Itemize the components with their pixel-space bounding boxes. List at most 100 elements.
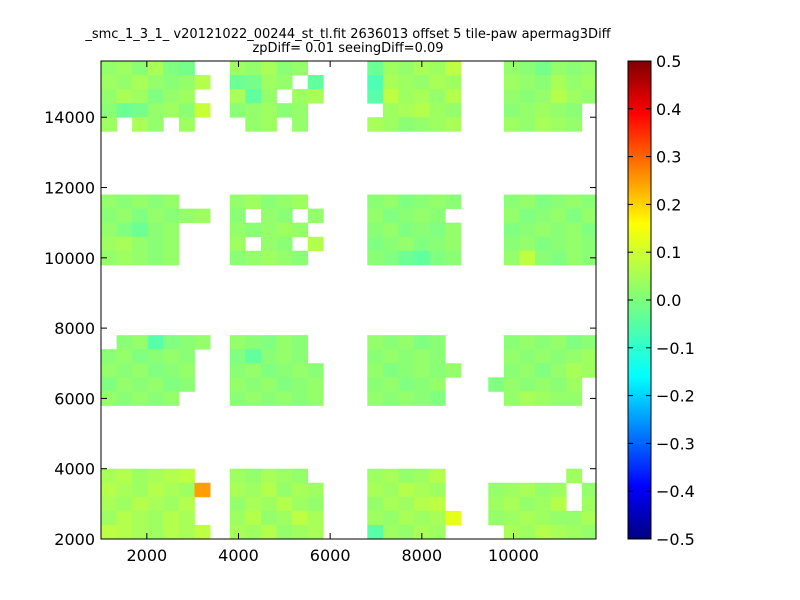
heatmap-cell [178,75,195,90]
heatmap-cell [260,335,277,350]
heatmap-cell [367,468,384,484]
heatmap-cell [101,496,117,512]
heatmap-cell [163,510,180,526]
heatmap-cell [519,208,536,224]
heatmap-cell [414,391,431,406]
heatmap-cell [147,89,164,104]
heatmap-cell [229,208,246,224]
heatmap-cell [488,482,505,498]
heatmap-cell [566,377,583,392]
colorbar-tick-label: −0.1 [656,339,695,358]
heatmap-cell [147,75,164,90]
heatmap-cell [101,482,117,498]
heatmap-cell [398,335,415,350]
heatmap-cell [581,194,596,210]
heatmap-cell [398,377,415,392]
heatmap-cell [429,510,446,526]
heatmap-cell [147,524,164,539]
heatmap-cell [132,468,149,484]
chart-title-line-1: _smc_1_3_1_ v20121022_00244_st_tl.fit 26… [84,27,611,42]
heatmap-cell [116,335,133,350]
heatmap-cell [178,349,195,364]
heatmap-cell [429,117,446,132]
heatmap-cell [292,89,309,104]
heatmap-cell [367,349,384,364]
colorbar-tick-label: −0.4 [656,482,695,501]
heatmap-cell [163,335,180,350]
heatmap-cell [503,194,520,210]
heatmap-cell [132,349,149,364]
heatmap-cell [276,236,293,252]
heatmap-cell [414,510,431,526]
heatmap-cell [566,208,583,224]
heatmap-cell [535,236,552,252]
heatmap-cell [276,496,293,512]
heatmap-cell [488,510,505,526]
heatmap-cell [276,335,293,350]
heatmap-cell [147,250,164,266]
heatmap-cell [276,61,293,76]
heatmap-cell [307,510,324,526]
heatmap-cell [367,524,384,539]
heatmap-cell [292,482,309,498]
heatmap-cell [292,468,309,484]
heatmap-cell [581,349,596,364]
heatmap-cell [414,89,431,104]
heatmap-cell [132,377,149,392]
heatmap-cell [581,510,596,526]
heatmap-cell [229,89,246,104]
heatmap-cell [519,496,536,512]
heatmap-cell [276,524,293,539]
heatmap-cell [503,222,520,238]
heatmap-cell [163,482,180,498]
heatmap-cell [414,349,431,364]
heatmap-cell [132,61,149,76]
heatmap-cell [398,236,415,252]
heatmap-cell [382,89,399,104]
y-tick-label: 6000 [54,389,95,408]
heatmap-cell [101,222,117,238]
heatmap-cell [503,496,520,512]
heatmap-cell [292,377,309,392]
heatmap-cell [147,377,164,392]
heatmap-cell [147,222,164,238]
heatmap-cell [132,482,149,498]
heatmap-cell [581,208,596,224]
heatmap-cell [276,103,293,118]
heatmap-cell [398,482,415,498]
heatmap-cell [581,236,596,252]
heatmap-cell [503,377,520,392]
heatmap-cell [276,482,293,498]
heatmap-cell [414,363,431,378]
heatmap-cell [382,194,399,210]
heatmap-cell [245,363,262,378]
heatmap-cell [229,236,246,252]
heatmap-cell [101,391,117,406]
heatmap-cell [414,250,431,266]
heatmap-cell [429,61,446,76]
heatmap-cell [163,349,180,364]
heatmap-cell [503,391,520,406]
heatmap-cell [245,61,262,76]
heatmap-cell [116,61,133,76]
heatmap-cell [535,363,552,378]
x-tick-label: 8000 [401,546,442,565]
heatmap-cell [147,510,164,526]
heatmap-cell [550,250,567,266]
heatmap-cell [260,496,277,512]
heatmap-cell [367,194,384,210]
heatmap-cell [535,117,552,132]
heatmap-cell [101,103,117,118]
heatmap-cell [503,236,520,252]
heatmap-cell [163,377,180,392]
heatmap-cell [178,510,195,526]
heatmap-cell [429,482,446,498]
heatmap-cell [367,61,384,76]
heatmap-cell [367,377,384,392]
heatmap-cell [132,524,149,539]
heatmap-cell [245,89,262,104]
heatmap-cell [292,194,309,210]
colorbar-tick-label: 0.2 [656,195,681,214]
heatmap-cell [503,117,520,132]
heatmap-cell [550,61,567,76]
